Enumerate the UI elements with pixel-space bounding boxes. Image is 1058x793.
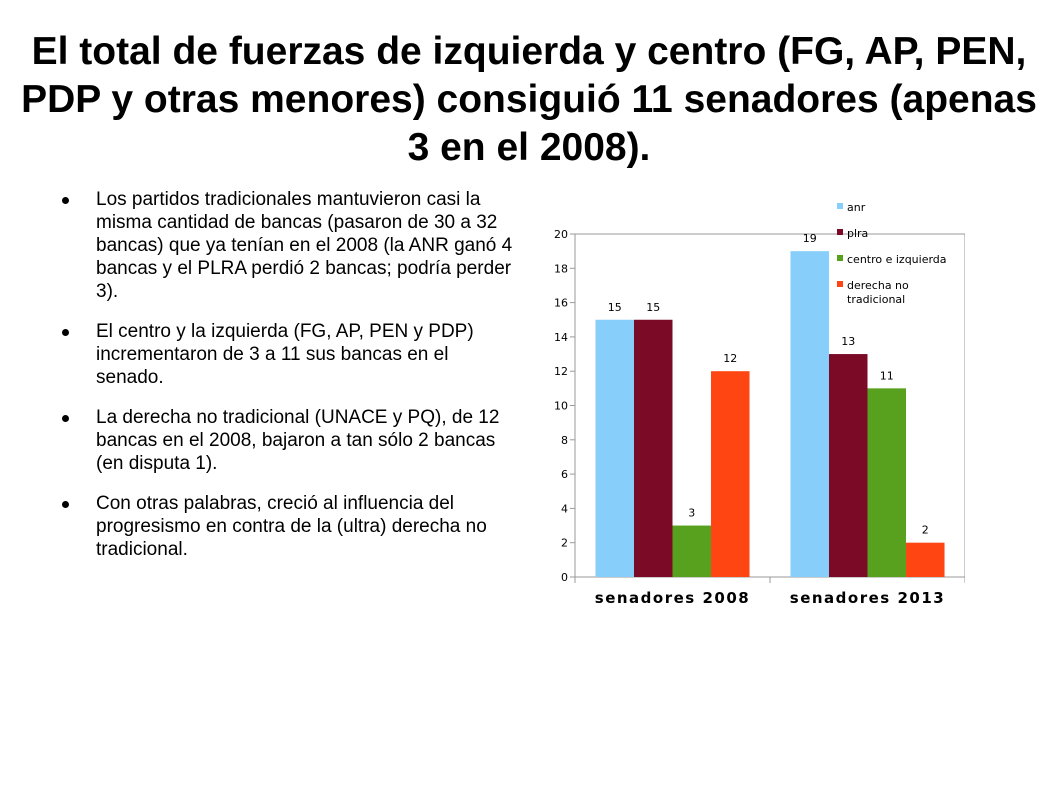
y-tick-label: 2 — [561, 537, 568, 550]
y-tick-label: 20 — [554, 228, 568, 241]
legend-label: derecha no — [847, 279, 909, 292]
bar — [867, 388, 907, 577]
bar-data-label: 13 — [841, 335, 855, 348]
bar-data-label: 2 — [922, 524, 929, 537]
bar-data-label: 3 — [688, 507, 695, 520]
bullet-text: Con otras palabras, creció al influencia… — [96, 493, 487, 560]
bar — [906, 542, 945, 577]
y-tick-label: 18 — [554, 262, 568, 275]
legend-label: anr — [847, 201, 866, 214]
bar-chart: 0 2 4 6 8 10 12 14 16 18 20 15 15 3 12 senadores 2008 19… — [525, 190, 966, 620]
bar-data-label: 11 — [880, 369, 894, 382]
bullet-text: Los partidos tradicionales mantuvieron c… — [96, 189, 513, 302]
bullet-item: Los partidos tradicionales mantuvieron c… — [62, 188, 517, 303]
bar-data-label: 15 — [608, 301, 622, 314]
legend-swatch — [837, 229, 843, 235]
slide-title: El total de fuerzas de izquierda y centr… — [21, 30, 1037, 169]
bar-data-label: 15 — [646, 301, 660, 314]
bar-data-label: 12 — [723, 352, 737, 365]
bullet-dot-icon — [62, 415, 69, 422]
bullet-dot-icon — [62, 329, 69, 336]
bar-chart-svg: 0 2 4 6 8 10 12 14 16 18 20 15 15 3 12 senadores 2008 19… — [554, 201, 966, 607]
x-category-label: senadores 2008 — [595, 589, 750, 607]
bar — [633, 319, 673, 577]
y-tick-label: 12 — [554, 365, 568, 378]
legend-swatch — [837, 255, 843, 261]
legend-label: plra — [847, 227, 868, 240]
y-tick-label: 8 — [561, 434, 568, 447]
legend-swatch — [837, 281, 843, 287]
bullet-dot-icon — [62, 197, 69, 204]
bar — [790, 251, 829, 577]
legend-label: centro e izquierda — [847, 253, 947, 266]
y-tick-label: 4 — [561, 502, 568, 515]
y-tick-label: 16 — [554, 297, 568, 310]
bar — [828, 354, 868, 577]
bar — [595, 319, 634, 577]
y-tick-label: 0 — [561, 571, 568, 584]
legend-label: tradicional — [847, 293, 905, 306]
bar — [711, 371, 750, 577]
bullet-item: Con otras palabras, creció al influencia… — [62, 492, 517, 561]
bullet-text: La derecha no tradicional (UNACE y PQ), … — [96, 407, 500, 474]
y-tick-label: 10 — [554, 400, 568, 413]
bullet-item: El centro y la izquierda (FG, AP, PEN y … — [62, 320, 517, 389]
y-tick-label: 14 — [554, 331, 568, 344]
x-category-label: senadores 2013 — [790, 589, 945, 607]
bar — [672, 525, 712, 577]
bullet-list: Los partidos tradicionales mantuvieron c… — [62, 188, 517, 578]
legend-swatch — [837, 203, 843, 209]
y-tick-label: 6 — [561, 468, 568, 481]
bullet-dot-icon — [62, 501, 69, 508]
bullet-text: El centro y la izquierda (FG, AP, PEN y … — [96, 321, 474, 388]
bullet-item: La derecha no tradicional (UNACE y PQ), … — [62, 406, 517, 475]
bar-data-label: 19 — [803, 232, 817, 245]
